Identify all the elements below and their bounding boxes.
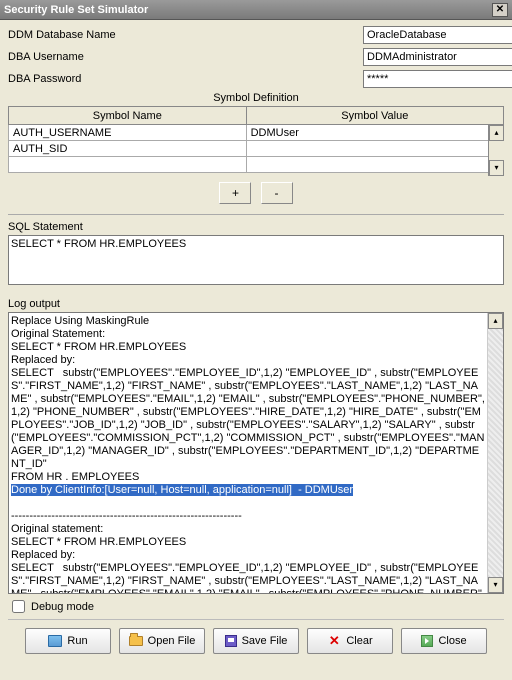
table-row xyxy=(9,157,504,173)
log-highlight: Done by ClientInfo:[User=null, Host=null… xyxy=(11,484,353,496)
scroll-up-icon[interactable]: ▴ xyxy=(488,313,503,329)
window-titlebar: Security Rule Set Simulator ✕ xyxy=(0,0,512,20)
save-file-button[interactable]: Save File xyxy=(213,628,299,654)
scroll-down-icon[interactable]: ▾ xyxy=(488,577,503,593)
dba-pass-label: DBA Password xyxy=(8,73,363,85)
debug-mode-label: Debug mode xyxy=(31,601,94,613)
clear-icon: ✕ xyxy=(327,635,341,647)
sql-label: SQL Statement xyxy=(8,221,504,233)
dba-pass-input[interactable] xyxy=(363,70,512,88)
table-row: AUTH_SID xyxy=(9,141,504,157)
scroll-up-icon[interactable]: ▴ xyxy=(489,125,504,141)
log-content: Replace Using MaskingRule Original State… xyxy=(9,313,487,594)
save-icon xyxy=(225,635,237,647)
dba-user-label: DBA Username xyxy=(8,51,363,63)
log-scrollbar[interactable]: ▴ ▾ xyxy=(487,313,503,593)
symbol-table[interactable]: Symbol Name Symbol Value AUTH_USERNAME D… xyxy=(8,106,504,173)
window-title: Security Rule Set Simulator xyxy=(4,4,148,16)
run-button[interactable]: Run xyxy=(25,628,111,654)
scroll-down-icon[interactable]: ▾ xyxy=(489,160,504,176)
add-symbol-button[interactable]: + xyxy=(219,182,251,204)
symbol-table-scrollbar[interactable]: ▴ ▾ xyxy=(488,125,504,176)
close-icon xyxy=(421,635,433,647)
debug-mode-checkbox[interactable] xyxy=(12,600,25,613)
symbol-definition-header: Symbol Definition xyxy=(8,92,504,104)
symbol-col-value: Symbol Value xyxy=(246,107,503,125)
open-file-button[interactable]: Open File xyxy=(119,628,205,654)
window-close-button[interactable]: ✕ xyxy=(492,3,508,17)
table-row: AUTH_USERNAME DDMUser xyxy=(9,125,504,141)
ddm-db-input[interactable] xyxy=(363,26,512,44)
sql-textarea[interactable] xyxy=(8,235,504,285)
log-output[interactable]: Replace Using MaskingRule Original State… xyxy=(8,312,504,594)
clear-button[interactable]: ✕ Clear xyxy=(307,628,393,654)
log-label: Log output xyxy=(8,298,504,310)
folder-icon xyxy=(129,636,143,646)
dba-user-input[interactable] xyxy=(363,48,512,66)
remove-symbol-button[interactable]: - xyxy=(261,182,293,204)
close-button[interactable]: Close xyxy=(401,628,487,654)
symbol-col-name: Symbol Name xyxy=(9,107,247,125)
run-icon xyxy=(48,635,62,647)
ddm-db-label: DDM Database Name xyxy=(8,29,363,41)
